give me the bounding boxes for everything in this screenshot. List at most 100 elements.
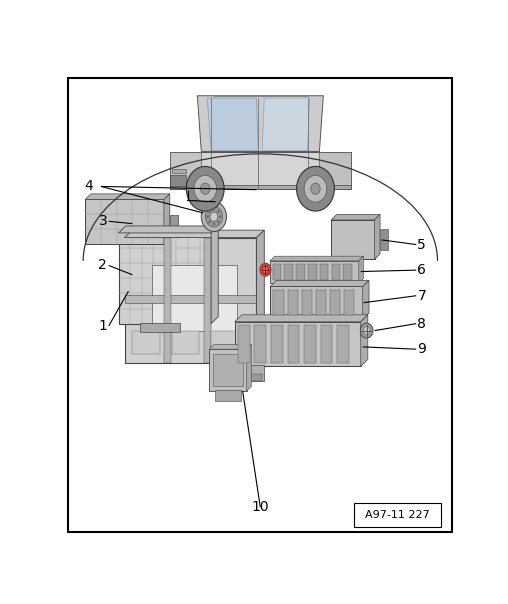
Circle shape <box>205 207 223 227</box>
Bar <box>316 290 326 315</box>
Circle shape <box>304 175 327 202</box>
Text: A97-11 227: A97-11 227 <box>365 510 430 520</box>
Bar <box>321 326 332 362</box>
Circle shape <box>260 263 271 276</box>
Circle shape <box>208 210 211 213</box>
Circle shape <box>217 210 219 213</box>
Polygon shape <box>262 98 309 150</box>
Bar <box>209 349 246 391</box>
Circle shape <box>262 266 269 274</box>
Bar <box>172 330 199 354</box>
Circle shape <box>201 183 210 194</box>
Polygon shape <box>164 194 170 243</box>
Bar <box>215 390 241 401</box>
Circle shape <box>194 175 216 202</box>
Polygon shape <box>374 214 380 260</box>
Bar <box>308 263 316 280</box>
Circle shape <box>210 212 218 221</box>
Polygon shape <box>359 256 364 283</box>
Bar <box>170 175 185 187</box>
Text: 3: 3 <box>99 214 107 228</box>
Circle shape <box>311 183 320 194</box>
Circle shape <box>363 326 370 335</box>
Circle shape <box>297 167 334 211</box>
Polygon shape <box>211 226 218 324</box>
Circle shape <box>219 215 221 218</box>
Circle shape <box>201 202 227 231</box>
Polygon shape <box>235 315 368 322</box>
Bar <box>354 503 440 527</box>
Bar <box>331 220 374 260</box>
Polygon shape <box>361 315 368 367</box>
Bar <box>152 266 237 330</box>
Bar <box>204 237 211 363</box>
Bar <box>255 326 266 362</box>
Polygon shape <box>270 280 369 286</box>
Bar <box>140 323 180 332</box>
Bar <box>172 169 185 173</box>
Text: 2: 2 <box>99 259 107 272</box>
Bar <box>288 290 298 315</box>
Polygon shape <box>363 280 369 319</box>
Polygon shape <box>270 256 364 261</box>
Polygon shape <box>124 230 264 237</box>
Polygon shape <box>209 344 251 349</box>
Polygon shape <box>257 230 264 363</box>
Bar <box>164 237 171 363</box>
Bar <box>133 330 160 354</box>
Circle shape <box>208 220 211 223</box>
Text: 5: 5 <box>418 237 426 251</box>
Polygon shape <box>331 214 380 220</box>
Bar <box>296 263 305 280</box>
Bar <box>273 290 283 315</box>
Circle shape <box>217 220 219 223</box>
Bar <box>241 374 262 381</box>
Circle shape <box>186 167 224 211</box>
Bar <box>235 322 361 367</box>
Circle shape <box>206 215 209 218</box>
Circle shape <box>360 323 373 338</box>
Bar <box>273 263 281 280</box>
Bar <box>270 261 359 283</box>
Polygon shape <box>246 344 251 391</box>
Circle shape <box>213 223 215 225</box>
Polygon shape <box>118 226 218 233</box>
Bar <box>270 286 363 319</box>
Bar <box>118 233 211 324</box>
Bar <box>302 290 312 315</box>
Text: 4: 4 <box>85 179 93 193</box>
Text: 9: 9 <box>418 342 426 356</box>
Bar <box>124 295 257 303</box>
Bar <box>211 330 239 354</box>
Polygon shape <box>170 152 351 188</box>
Bar <box>304 326 316 362</box>
Text: 10: 10 <box>251 500 269 515</box>
Polygon shape <box>197 96 323 152</box>
Polygon shape <box>85 194 170 199</box>
Bar <box>337 326 349 362</box>
Bar <box>330 290 340 315</box>
Bar <box>239 365 264 381</box>
Bar <box>320 263 329 280</box>
Bar <box>284 263 293 280</box>
Bar <box>380 229 388 250</box>
Polygon shape <box>207 98 259 150</box>
Polygon shape <box>170 152 201 188</box>
Bar <box>238 326 250 362</box>
Text: 6: 6 <box>418 263 426 277</box>
Bar <box>124 237 257 363</box>
Text: 7: 7 <box>418 289 426 303</box>
Text: 8: 8 <box>418 316 426 330</box>
Bar <box>332 263 340 280</box>
Bar <box>288 326 299 362</box>
Bar <box>343 263 352 280</box>
Bar <box>85 199 164 243</box>
Bar <box>170 214 178 237</box>
Bar <box>344 290 355 315</box>
Circle shape <box>213 208 215 211</box>
Bar <box>170 185 351 188</box>
Bar <box>271 326 283 362</box>
Text: 1: 1 <box>99 319 107 333</box>
Polygon shape <box>320 152 351 188</box>
Bar <box>213 354 243 387</box>
